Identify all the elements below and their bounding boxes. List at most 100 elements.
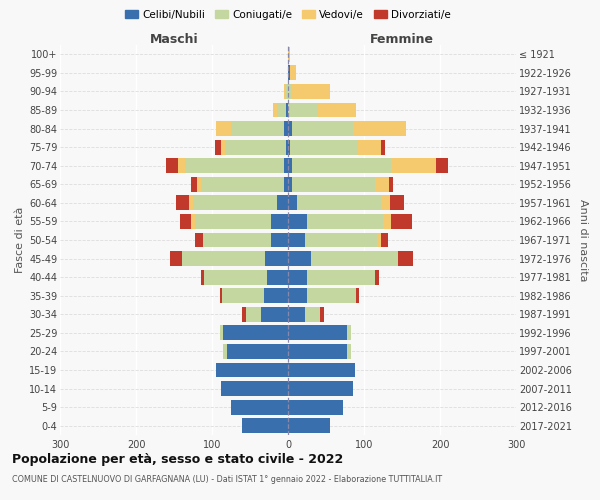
- Bar: [277, 196, 288, 210]
- Bar: [185, 158, 284, 173]
- Bar: [246, 307, 262, 322]
- Bar: [277, 102, 286, 118]
- Bar: [191, 214, 195, 229]
- Bar: [381, 196, 390, 210]
- Bar: [297, 196, 381, 210]
- Bar: [288, 326, 347, 340]
- Bar: [200, 177, 284, 192]
- Bar: [288, 158, 292, 173]
- Bar: [182, 251, 265, 266]
- Bar: [292, 121, 353, 136]
- Bar: [216, 121, 231, 136]
- Bar: [262, 307, 288, 322]
- Bar: [195, 214, 271, 229]
- Bar: [353, 121, 406, 136]
- Bar: [286, 102, 288, 118]
- Bar: [288, 214, 307, 229]
- Bar: [288, 121, 292, 136]
- Bar: [242, 307, 246, 322]
- Bar: [180, 214, 191, 229]
- Bar: [389, 177, 393, 192]
- Bar: [220, 326, 223, 340]
- Bar: [307, 214, 383, 229]
- Bar: [383, 214, 391, 229]
- Bar: [288, 270, 307, 284]
- Legend: Celibi/Nubili, Coniugati/e, Vedovi/e, Divorziati/e: Celibi/Nubili, Coniugati/e, Vedovi/e, Di…: [121, 6, 455, 24]
- Bar: [170, 251, 182, 266]
- Bar: [284, 121, 288, 136]
- Bar: [286, 140, 288, 154]
- Bar: [320, 307, 324, 322]
- Bar: [381, 232, 388, 248]
- Bar: [290, 140, 358, 154]
- Bar: [347, 326, 351, 340]
- Bar: [200, 270, 205, 284]
- Bar: [358, 140, 381, 154]
- Bar: [390, 196, 404, 210]
- Bar: [203, 232, 271, 248]
- Bar: [273, 102, 277, 118]
- Bar: [286, 84, 288, 99]
- Bar: [197, 177, 200, 192]
- Bar: [288, 84, 292, 99]
- Bar: [215, 140, 221, 154]
- Bar: [176, 196, 189, 210]
- Bar: [265, 251, 288, 266]
- Bar: [391, 158, 436, 173]
- Text: Femmine: Femmine: [370, 33, 434, 46]
- Bar: [221, 140, 225, 154]
- Bar: [288, 381, 353, 396]
- Bar: [290, 66, 296, 80]
- Bar: [288, 418, 330, 433]
- Bar: [292, 177, 376, 192]
- Bar: [288, 307, 305, 322]
- Bar: [271, 232, 288, 248]
- Bar: [284, 84, 286, 99]
- Bar: [178, 158, 185, 173]
- Bar: [205, 270, 267, 284]
- Bar: [391, 214, 412, 229]
- Bar: [288, 344, 347, 359]
- Bar: [227, 344, 288, 359]
- Bar: [195, 232, 203, 248]
- Bar: [292, 84, 330, 99]
- Bar: [288, 288, 307, 303]
- Bar: [307, 288, 356, 303]
- Bar: [216, 362, 288, 378]
- Bar: [288, 177, 292, 192]
- Bar: [398, 251, 413, 266]
- Bar: [271, 214, 288, 229]
- Bar: [288, 232, 305, 248]
- Bar: [356, 288, 359, 303]
- Bar: [311, 251, 398, 266]
- Bar: [191, 177, 197, 192]
- Bar: [220, 288, 222, 303]
- Bar: [223, 326, 288, 340]
- Bar: [288, 102, 319, 118]
- Bar: [267, 270, 288, 284]
- Bar: [263, 288, 288, 303]
- Bar: [284, 177, 288, 192]
- Bar: [166, 158, 178, 173]
- Bar: [222, 288, 263, 303]
- Bar: [288, 47, 290, 62]
- Bar: [225, 140, 286, 154]
- Bar: [305, 232, 377, 248]
- Bar: [231, 121, 284, 136]
- Y-axis label: Fasce di età: Fasce di età: [14, 207, 25, 273]
- Text: COMUNE DI CASTELNUOVO DI GARFAGNANA (LU) - Dati ISTAT 1° gennaio 2022 - Elaboraz: COMUNE DI CASTELNUOVO DI GARFAGNANA (LU)…: [12, 475, 442, 484]
- Text: Popolazione per età, sesso e stato civile - 2022: Popolazione per età, sesso e stato civil…: [12, 452, 343, 466]
- Bar: [377, 232, 381, 248]
- Bar: [288, 66, 290, 80]
- Bar: [231, 400, 288, 414]
- Bar: [307, 270, 376, 284]
- Y-axis label: Anni di nascita: Anni di nascita: [578, 198, 589, 281]
- Bar: [376, 270, 379, 284]
- Bar: [284, 158, 288, 173]
- Bar: [288, 251, 311, 266]
- Bar: [288, 362, 355, 378]
- Bar: [288, 196, 297, 210]
- Bar: [436, 158, 448, 173]
- Bar: [347, 344, 351, 359]
- Text: Maschi: Maschi: [149, 33, 199, 46]
